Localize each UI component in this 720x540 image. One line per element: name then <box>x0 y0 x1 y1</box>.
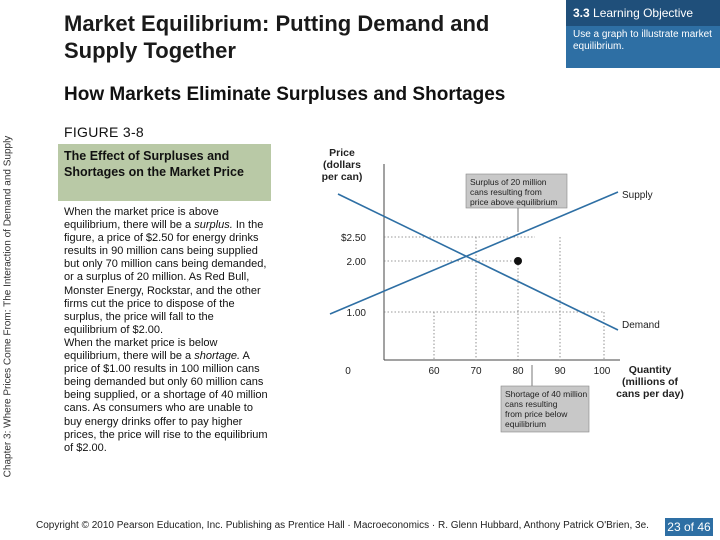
origin-label: 0 <box>345 366 351 377</box>
learning-objective-header: 3.3 Learning Objective <box>566 0 720 26</box>
demand-label: Demand <box>622 320 660 331</box>
supply-curve <box>329 191 619 315</box>
x-axis-title-line-3: cans per day) <box>616 388 684 400</box>
figure-description: When the market price is above equilibri… <box>64 206 268 455</box>
surplus-note-box <box>465 173 568 209</box>
y-axis-title-line-3: per can) <box>322 171 363 183</box>
figure-caption-box: The Effect of Surpluses and Shortages on… <box>58 144 271 201</box>
y-tick-2-00: 2.00 <box>347 257 367 268</box>
y-tick-1-00: 1.00 <box>347 308 367 319</box>
page-total: 46 <box>697 520 711 534</box>
learning-objective-number: 3.3 <box>573 6 590 20</box>
x-axis-title-line-1: Quantity <box>629 364 672 376</box>
shortage-paragraph: When the market price is below equilibri… <box>64 336 268 454</box>
y-axis-title-line-2: (dollars <box>323 159 361 171</box>
surplus-paragraph: When the market price is above equilibri… <box>64 206 267 336</box>
shortage-note-line-3: from price below <box>505 409 568 419</box>
page-indicator: 23 of 46 <box>665 518 713 536</box>
x-tick-90: 90 <box>554 366 566 377</box>
section-title: How Markets Eliminate Surpluses and Shor… <box>64 84 506 105</box>
learning-objective-box: 3.3 Learning Objective Use a graph to il… <box>566 0 720 68</box>
page-current: 23 <box>667 520 681 534</box>
figure-caption: The Effect of Surpluses and Shortages on… <box>64 149 244 179</box>
slide-title: Market Equilibrium: Putting Demand and S… <box>64 11 490 63</box>
shortage-note-line-1: Shortage of 40 million <box>505 389 587 399</box>
shortage-note-line-4: equilibrium <box>505 419 546 429</box>
learning-objective-label: Learning Objective <box>593 6 694 20</box>
shortage-note-box <box>500 385 590 433</box>
x-tick-100: 100 <box>594 366 611 377</box>
surplus-note-line-1: Surplus of 20 million <box>470 177 547 187</box>
supply-label: Supply <box>622 190 653 201</box>
surplus-note-line-3: price above equilibrium <box>470 197 557 207</box>
x-axis-title-line-2: (millions of <box>622 376 679 388</box>
x-tick-60: 60 <box>428 366 440 377</box>
y-tick-2-50: $2.50 <box>341 233 366 244</box>
x-tick-80: 80 <box>512 366 524 377</box>
learning-objective-text: Use a graph to illustrate market equilib… <box>573 29 712 52</box>
page-of: of <box>683 520 694 534</box>
copyright-footer: Copyright © 2010 Pearson Education, Inc.… <box>36 520 649 531</box>
y-axis-title-line-1: Price <box>329 147 355 159</box>
demand-curve <box>337 193 619 331</box>
x-tick-70: 70 <box>470 366 482 377</box>
equilibrium-point <box>514 257 522 265</box>
shortage-note-line-2: cans resulting <box>505 399 558 409</box>
figure-label: FIGURE 3-8 <box>64 124 145 140</box>
chapter-sidebar: Chapter 3: Where Prices Come From: The I… <box>2 135 14 478</box>
surplus-note-line-2: cans resulting from <box>470 187 542 197</box>
supply-demand-chart: Price (dollars per can) Quantity (millio… <box>322 147 684 433</box>
